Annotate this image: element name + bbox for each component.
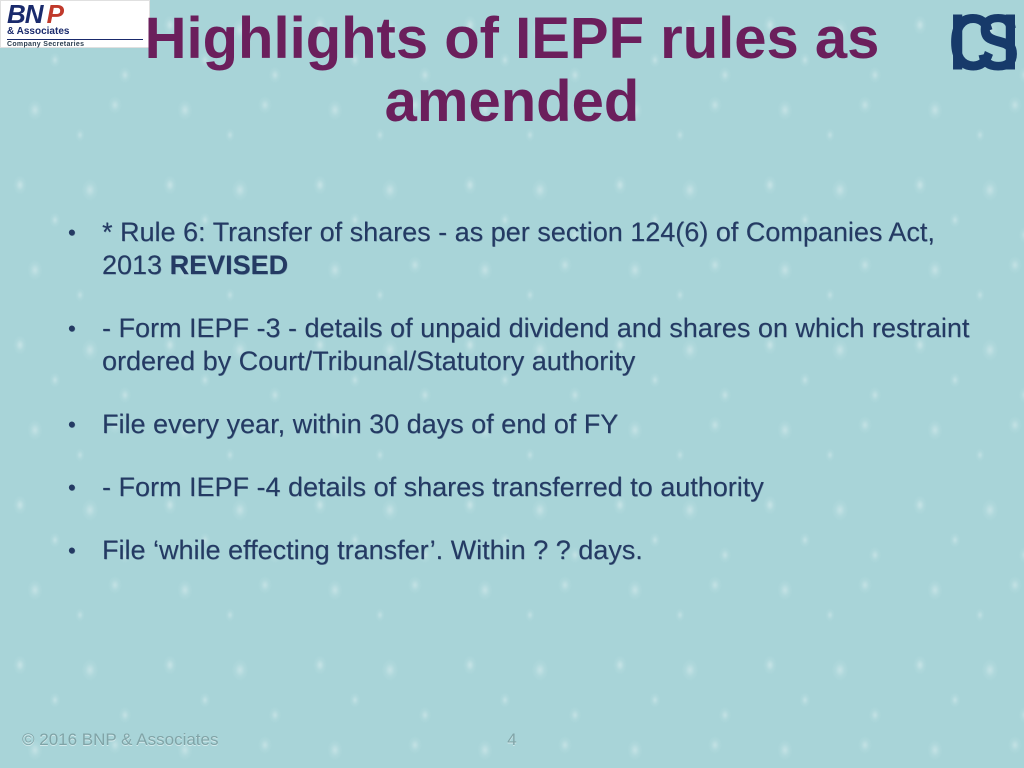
bullet-item: * Rule 6: Transfer of shares - as per se… (62, 216, 984, 282)
bullet-item: - Form IEPF -3 - details of unpaid divid… (62, 312, 984, 378)
bullet-item: File every year, within 30 days of end o… (62, 408, 984, 441)
slide-title: Highlights of IEPF rules as amended (0, 8, 1024, 133)
bullet-text: - Form IEPF -3 - details of unpaid divid… (102, 313, 969, 376)
bullet-text: - Form IEPF -4 details of shares transfe… (102, 472, 764, 502)
bullet-list: * Rule 6: Transfer of shares - as per se… (62, 216, 984, 597)
footer-page-number: 4 (0, 730, 1024, 750)
bullet-bold: REVISED (170, 250, 289, 280)
bullet-text: File ‘while effecting transfer’. Within … (102, 535, 643, 565)
bullet-item: - Form IEPF -4 details of shares transfe… (62, 471, 984, 504)
bullet-text: File every year, within 30 days of end o… (102, 409, 618, 439)
bullet-item: File ‘while effecting transfer’. Within … (62, 534, 984, 567)
